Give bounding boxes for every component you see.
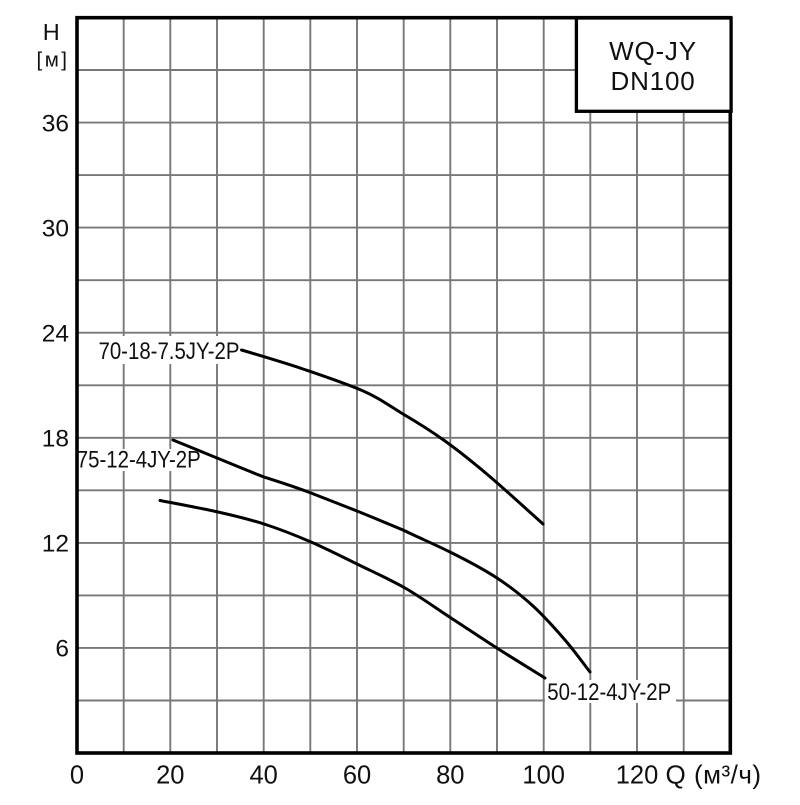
svg-text:60: 60 xyxy=(343,762,371,790)
svg-text:100: 100 xyxy=(522,762,565,790)
svg-text:[м]: [м] xyxy=(37,49,70,72)
svg-text:75-12-4JY-2P: 75-12-4JY-2P xyxy=(77,446,201,473)
svg-text:WQ-JY: WQ-JY xyxy=(609,36,697,66)
svg-text:50-12-4JY-2P: 50-12-4JY-2P xyxy=(547,678,671,705)
svg-text:12: 12 xyxy=(42,531,69,558)
svg-text:0: 0 xyxy=(70,762,84,790)
svg-text:DN100: DN100 xyxy=(611,66,696,96)
svg-text:H: H xyxy=(43,19,60,45)
svg-text:18: 18 xyxy=(42,426,69,453)
svg-text:36: 36 xyxy=(42,110,69,137)
svg-text:30: 30 xyxy=(42,215,69,242)
svg-text:40: 40 xyxy=(250,762,278,790)
svg-text:80: 80 xyxy=(436,762,464,790)
svg-text:70-18-7.5JY-2P: 70-18-7.5JY-2P xyxy=(99,337,240,364)
svg-text:6: 6 xyxy=(55,636,69,663)
svg-text:Q (м³/ч): Q (м³/ч) xyxy=(666,760,762,790)
svg-text:20: 20 xyxy=(156,762,184,790)
svg-text:24: 24 xyxy=(42,321,69,348)
svg-text:120: 120 xyxy=(616,762,659,790)
